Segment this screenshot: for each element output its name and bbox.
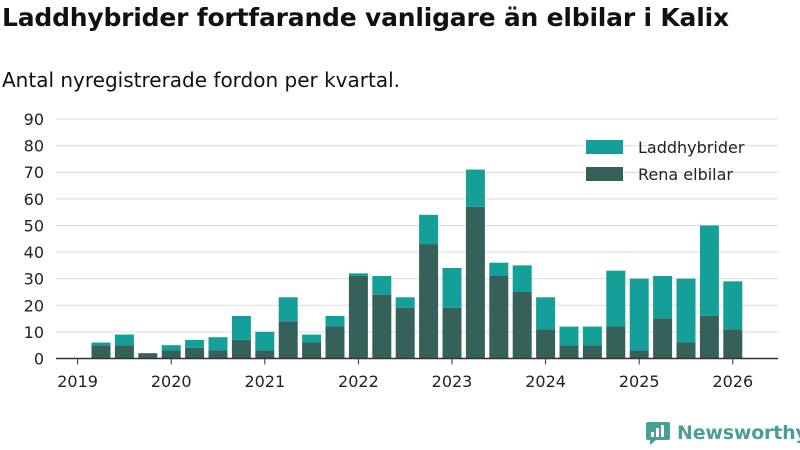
bar-laddhybrider xyxy=(653,276,673,319)
bar-laddhybrider xyxy=(536,297,556,330)
bar-rena-elbilar xyxy=(372,294,392,359)
bar-laddhybrider xyxy=(676,278,696,343)
bar-laddhybrider xyxy=(465,169,485,207)
bar-laddhybrider xyxy=(395,297,415,308)
y-tick-label: 90 xyxy=(24,110,44,129)
bar-laddhybrider xyxy=(325,315,345,327)
bar-laddhybrider xyxy=(161,345,181,351)
bar-laddhybrider xyxy=(208,337,228,351)
bar-rena-elbilar xyxy=(582,345,602,359)
y-tick-label: 60 xyxy=(24,190,44,209)
bar-rena-elbilar xyxy=(442,307,462,359)
bar-laddhybrider xyxy=(629,278,649,351)
bar-laddhybrider xyxy=(231,315,251,340)
bar-laddhybrider xyxy=(91,342,111,346)
bar-rena-elbilar xyxy=(161,350,181,359)
bar-laddhybrider xyxy=(559,326,579,346)
newsworthy-logo-icon xyxy=(646,422,670,445)
bar-laddhybrider xyxy=(278,297,298,322)
bar-laddhybrider xyxy=(255,331,275,351)
brand-name: Newsworthy xyxy=(677,422,800,444)
bar-rena-elbilar xyxy=(676,342,696,359)
legend-swatch-rena-elbilar xyxy=(586,167,623,181)
legend-swatch-laddhybrider xyxy=(586,140,623,154)
y-axis-ticks: 0 10 20 30 40 50 60 70 80 90 xyxy=(24,110,44,369)
x-axis-ticks: 2019 2020 2021 2022 2023 2024 2025 2026 xyxy=(57,358,753,391)
x-tick-label: 2025 xyxy=(619,372,660,391)
x-tick-label: 2024 xyxy=(525,372,566,391)
chart-title: Laddhybrider fortfarande vanligare än el… xyxy=(2,3,729,32)
y-tick-label: 70 xyxy=(24,163,44,182)
bar-rena-elbilar xyxy=(629,350,649,359)
x-tick-label: 2023 xyxy=(432,372,473,391)
bar-laddhybrider xyxy=(723,281,743,330)
bar-rena-elbilar xyxy=(653,318,673,359)
bar-rena-elbilar xyxy=(231,339,251,359)
bar-rena-elbilar xyxy=(185,347,205,359)
bar-rena-elbilar xyxy=(348,276,368,359)
bar-laddhybrider xyxy=(114,334,134,346)
bar-rena-elbilar xyxy=(536,329,556,359)
x-tick-label: 2022 xyxy=(338,372,379,391)
gridlines xyxy=(56,118,778,333)
y-tick-label: 30 xyxy=(24,270,44,289)
bar-rena-elbilar xyxy=(325,326,345,359)
y-tick-label: 0 xyxy=(34,350,44,369)
bar-laddhybrider xyxy=(442,268,462,308)
bar-laddhybrider xyxy=(489,262,509,277)
bar-laddhybrider xyxy=(419,214,439,245)
legend-label-rena-elbilar: Rena elbilar xyxy=(638,165,733,184)
y-tick-label: 50 xyxy=(24,216,44,235)
bar-laddhybrider xyxy=(348,273,368,277)
bar-rena-elbilar xyxy=(114,345,134,359)
bars xyxy=(91,169,743,359)
bar-rena-elbilar xyxy=(302,342,322,359)
bar-rena-elbilar xyxy=(419,244,439,359)
bar-rena-elbilar xyxy=(699,315,719,359)
y-tick-label: 80 xyxy=(24,137,44,156)
x-tick-label: 2026 xyxy=(712,372,753,391)
y-tick-label: 10 xyxy=(24,323,44,342)
chart-subtitle: Antal nyregistrerade fordon per kvartal. xyxy=(2,68,401,92)
bar-laddhybrider xyxy=(512,265,532,292)
brand-logo: Newsworthy xyxy=(645,420,800,446)
legend: Laddhybrider Rena elbilar xyxy=(586,138,745,184)
legend-label-laddhybrider: Laddhybrider xyxy=(638,138,745,157)
bar-laddhybrider xyxy=(582,326,602,346)
y-tick-label: 40 xyxy=(24,243,44,262)
bar-laddhybrider xyxy=(606,270,626,327)
bar-rena-elbilar xyxy=(255,350,275,359)
bar-rena-elbilar xyxy=(278,321,298,359)
x-tick-label: 2021 xyxy=(244,372,285,391)
bar-rena-elbilar xyxy=(91,345,111,359)
y-tick-label: 20 xyxy=(24,296,44,315)
bar-rena-elbilar xyxy=(138,353,158,359)
bar-rena-elbilar xyxy=(465,206,485,359)
bar-laddhybrider xyxy=(372,276,392,295)
bar-rena-elbilar xyxy=(489,276,509,359)
bar-rena-elbilar xyxy=(723,329,743,359)
bar-laddhybrider xyxy=(185,339,205,348)
bar-laddhybrider xyxy=(302,334,322,343)
bar-laddhybrider xyxy=(699,225,719,316)
bar-rena-elbilar xyxy=(208,350,228,359)
x-tick-label: 2019 xyxy=(57,372,98,391)
bar-rena-elbilar xyxy=(559,345,579,359)
bar-rena-elbilar xyxy=(512,291,532,359)
x-tick-label: 2020 xyxy=(151,372,192,391)
bar-rena-elbilar xyxy=(606,326,626,359)
bar-rena-elbilar xyxy=(395,307,415,359)
